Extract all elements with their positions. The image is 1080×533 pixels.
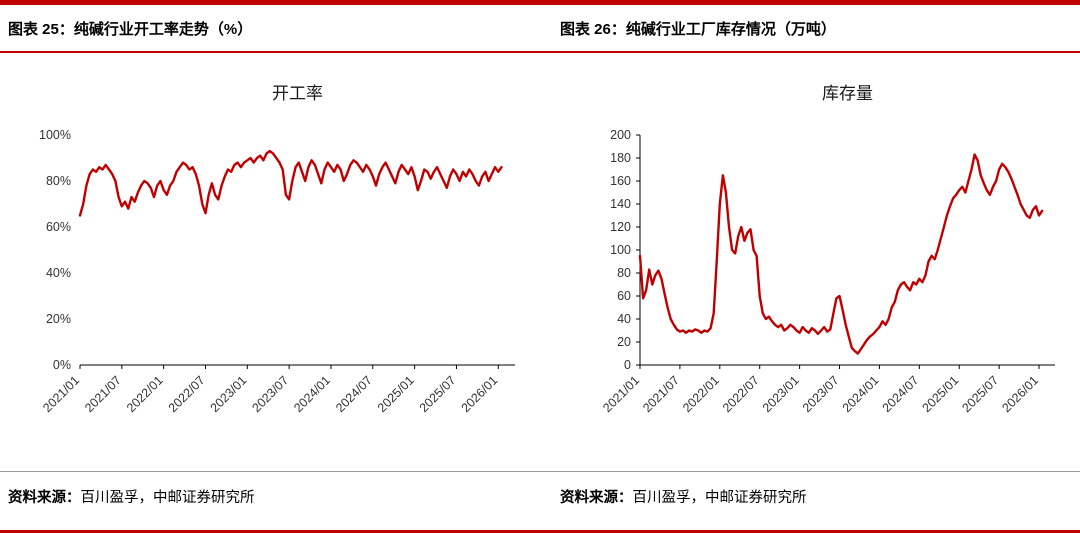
svg-text:120: 120 bbox=[610, 220, 631, 234]
inventory-line-svg: 库存量0204060801001201401601802002021/01202… bbox=[600, 84, 1055, 415]
svg-text:库存量: 库存量 bbox=[822, 84, 873, 103]
source-label-right: 资料来源： bbox=[560, 490, 633, 506]
svg-text:2025/01: 2025/01 bbox=[920, 373, 962, 415]
svg-text:2023/01: 2023/01 bbox=[760, 373, 802, 415]
svg-text:2025/07: 2025/07 bbox=[959, 373, 1001, 415]
svg-text:0: 0 bbox=[624, 358, 631, 372]
inventory-chart: 库存量 0 20 40 60 80 100 120 140 160 180 200 2021/01 202… bbox=[540, 65, 1080, 465]
top-red-rule bbox=[0, 0, 1080, 5]
sources-row: 资料来源：百川盈孚，中邮证券研究所 资料来源：百川盈孚，中邮证券研究所 bbox=[0, 472, 1080, 507]
figure-25-title: 图表 25：纯碱行业开工率走势（%） bbox=[8, 21, 253, 38]
svg-text:2026/01: 2026/01 bbox=[459, 373, 501, 415]
svg-text:2022/07: 2022/07 bbox=[166, 373, 208, 415]
svg-text:140: 140 bbox=[610, 197, 631, 211]
svg-text:2021/07: 2021/07 bbox=[640, 373, 682, 415]
svg-text:60%: 60% bbox=[46, 220, 71, 234]
svg-text:40%: 40% bbox=[46, 266, 71, 280]
svg-text:40: 40 bbox=[617, 312, 631, 326]
svg-text:2025/01: 2025/01 bbox=[375, 373, 417, 415]
svg-text:80%: 80% bbox=[46, 174, 71, 188]
svg-text:2023/07: 2023/07 bbox=[800, 373, 842, 415]
charts-row: 开工率 0% 20% 40% 60% 80% 100% 2021/01 2021/07 2022/… bbox=[0, 65, 1080, 465]
svg-text:2025/07: 2025/07 bbox=[417, 373, 459, 415]
svg-text:80: 80 bbox=[617, 266, 631, 280]
svg-text:2024/07: 2024/07 bbox=[880, 373, 922, 415]
source-label-left: 资料来源： bbox=[8, 490, 81, 506]
svg-text:2022/07: 2022/07 bbox=[720, 373, 762, 415]
svg-text:2024/01: 2024/01 bbox=[840, 373, 882, 415]
svg-text:开工率: 开工率 bbox=[272, 84, 323, 103]
bottom-red-rule bbox=[0, 530, 1080, 533]
svg-text:2023/01: 2023/01 bbox=[208, 373, 250, 415]
source-right: 资料来源：百川盈孚，中邮证券研究所 bbox=[560, 486, 1080, 507]
svg-text:200: 200 bbox=[610, 128, 631, 142]
source-text-right: 百川盈孚，中邮证券研究所 bbox=[632, 490, 807, 506]
source-left: 资料来源：百川盈孚，中邮证券研究所 bbox=[8, 486, 560, 507]
footer-separator bbox=[0, 471, 1080, 472]
svg-text:20: 20 bbox=[617, 335, 631, 349]
svg-text:0%: 0% bbox=[53, 358, 71, 372]
svg-text:180: 180 bbox=[610, 151, 631, 165]
svg-text:2022/01: 2022/01 bbox=[680, 373, 722, 415]
svg-text:100: 100 bbox=[610, 243, 631, 257]
title-underline-rule bbox=[0, 51, 1080, 53]
source-text-left: 百川盈孚，中邮证券研究所 bbox=[80, 490, 255, 506]
svg-text:2024/01: 2024/01 bbox=[291, 373, 333, 415]
svg-text:2021/01: 2021/01 bbox=[600, 373, 642, 415]
figure-26-title: 图表 26：纯碱行业工厂库存情况（万吨） bbox=[560, 21, 836, 38]
svg-text:20%: 20% bbox=[46, 312, 71, 326]
figure-titles-row: 图表 25：纯碱行业开工率走势（%） 图表 26：纯碱行业工厂库存情况（万吨） bbox=[0, 0, 1080, 51]
svg-text:2026/01: 2026/01 bbox=[999, 373, 1041, 415]
operating-rate-chart: 开工率 0% 20% 40% 60% 80% 100% 2021/01 2021/07 2022/… bbox=[0, 65, 540, 465]
svg-text:2022/01: 2022/01 bbox=[124, 373, 166, 415]
svg-text:2021/07: 2021/07 bbox=[82, 373, 124, 415]
svg-text:60: 60 bbox=[617, 289, 631, 303]
svg-text:160: 160 bbox=[610, 174, 631, 188]
svg-text:2023/07: 2023/07 bbox=[249, 373, 291, 415]
svg-text:2021/01: 2021/01 bbox=[40, 373, 82, 415]
svg-text:100%: 100% bbox=[39, 128, 71, 142]
svg-text:2024/07: 2024/07 bbox=[333, 373, 375, 415]
